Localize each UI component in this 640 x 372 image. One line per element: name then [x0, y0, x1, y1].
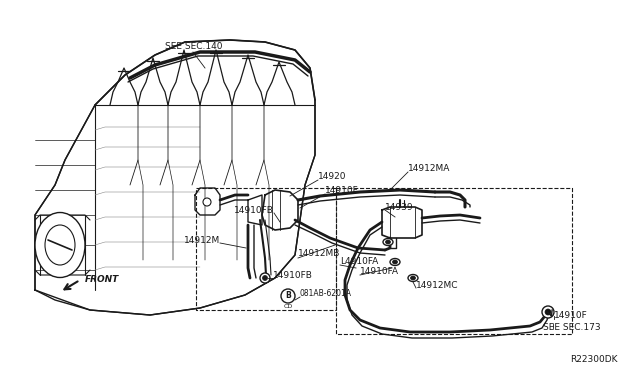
Text: 14910FB: 14910FB	[273, 270, 313, 279]
Ellipse shape	[383, 238, 393, 246]
Circle shape	[545, 309, 551, 315]
Ellipse shape	[408, 275, 418, 282]
Ellipse shape	[390, 259, 400, 266]
Ellipse shape	[392, 260, 397, 264]
Text: FRONT: FRONT	[85, 276, 119, 285]
Text: 14939: 14939	[385, 202, 413, 212]
Text: L4910FA: L4910FA	[340, 257, 378, 266]
Text: 14910FA: 14910FA	[360, 267, 399, 276]
Circle shape	[203, 198, 211, 206]
Ellipse shape	[35, 212, 85, 278]
Text: SEE SEC.173: SEE SEC.173	[543, 324, 600, 333]
Text: 14910F: 14910F	[554, 311, 588, 321]
Polygon shape	[35, 40, 315, 315]
Text: 14920: 14920	[318, 171, 346, 180]
Circle shape	[260, 273, 270, 283]
Text: 14912MA: 14912MA	[408, 164, 451, 173]
Text: SEE SEC.140: SEE SEC.140	[165, 42, 223, 51]
Text: 081AB-6201A: 081AB-6201A	[300, 289, 352, 298]
Text: 14910FB: 14910FB	[234, 205, 274, 215]
Ellipse shape	[45, 225, 75, 265]
Text: R22300DK: R22300DK	[570, 356, 618, 365]
Text: 14912MC: 14912MC	[416, 280, 458, 289]
Text: CD: CD	[284, 305, 292, 310]
Ellipse shape	[410, 276, 415, 280]
Circle shape	[281, 289, 295, 303]
Text: 14910F: 14910F	[325, 186, 359, 195]
Circle shape	[542, 306, 554, 318]
Text: 14912M: 14912M	[184, 235, 220, 244]
Ellipse shape	[385, 240, 390, 244]
Text: 14912MB: 14912MB	[298, 250, 340, 259]
Circle shape	[262, 276, 268, 280]
Text: B: B	[285, 292, 291, 301]
